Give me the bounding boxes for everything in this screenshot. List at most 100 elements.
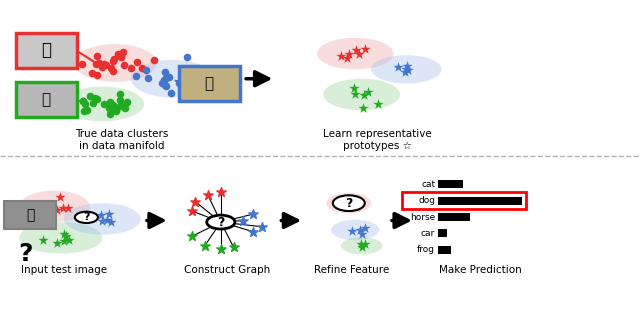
Bar [438, 246, 451, 254]
Point [84, 94, 95, 99]
Point [360, 46, 370, 51]
Point [340, 203, 350, 208]
Text: Make Prediction: Make Prediction [438, 265, 522, 275]
FancyBboxPatch shape [16, 82, 77, 117]
Point [148, 57, 159, 62]
Point [355, 227, 365, 232]
Point [45, 206, 56, 211]
Point [360, 242, 371, 247]
Point [92, 96, 102, 101]
Ellipse shape [323, 79, 400, 110]
FancyBboxPatch shape [4, 201, 56, 229]
Point [159, 70, 170, 75]
Point [351, 47, 361, 52]
Point [96, 213, 106, 218]
Point [143, 75, 153, 80]
Point [58, 238, 68, 243]
Point [141, 67, 151, 72]
Point [52, 241, 62, 246]
Point [180, 75, 191, 80]
FancyBboxPatch shape [16, 33, 77, 68]
Point [257, 224, 268, 229]
Point [228, 245, 239, 250]
Point [342, 55, 352, 60]
Point [108, 69, 118, 74]
Point [183, 82, 193, 87]
Text: Input test image: Input test image [21, 265, 107, 275]
Bar [438, 197, 522, 205]
Point [77, 61, 88, 66]
Ellipse shape [326, 193, 371, 214]
Point [106, 220, 116, 225]
Point [99, 61, 109, 66]
Point [187, 209, 197, 214]
Point [108, 58, 118, 63]
Point [182, 76, 192, 81]
Ellipse shape [340, 237, 383, 255]
Point [161, 76, 171, 81]
Text: True data clusters
in data manifold: True data clusters in data manifold [75, 129, 168, 151]
FancyBboxPatch shape [179, 66, 240, 101]
Ellipse shape [64, 203, 141, 235]
Point [349, 91, 360, 96]
Point [99, 101, 109, 106]
Ellipse shape [131, 60, 214, 98]
Point [347, 228, 357, 233]
Point [92, 54, 102, 59]
Ellipse shape [371, 55, 442, 83]
Point [354, 52, 364, 57]
Ellipse shape [61, 87, 144, 121]
Point [160, 82, 170, 87]
Point [336, 53, 346, 58]
Point [65, 238, 75, 243]
Point [344, 52, 354, 57]
Point [108, 103, 118, 108]
Point [105, 112, 115, 117]
Text: 🐈: 🐈 [42, 92, 51, 107]
Point [360, 226, 370, 231]
Point [90, 95, 100, 100]
Point [359, 92, 369, 97]
Circle shape [333, 195, 365, 211]
Point [78, 98, 88, 103]
Point [203, 193, 213, 198]
Point [187, 234, 197, 239]
Point [116, 103, 127, 108]
Point [104, 106, 114, 111]
Point [116, 54, 127, 60]
Point [161, 83, 171, 89]
Point [109, 107, 120, 112]
Text: Learn representative
prototypes ☆: Learn representative prototypes ☆ [323, 129, 432, 151]
Bar [438, 229, 447, 238]
Ellipse shape [317, 38, 394, 69]
Point [132, 60, 143, 65]
Ellipse shape [19, 191, 90, 222]
Point [248, 212, 258, 217]
Point [342, 201, 353, 206]
Circle shape [75, 212, 98, 223]
Point [357, 244, 367, 249]
Text: ?: ? [83, 212, 90, 222]
Point [88, 101, 99, 106]
Point [393, 65, 403, 70]
Text: cat: cat [421, 180, 435, 189]
Point [97, 65, 107, 70]
Point [106, 66, 116, 71]
Point [248, 229, 258, 234]
Point [400, 69, 410, 74]
Point [163, 74, 173, 79]
Point [120, 106, 130, 111]
Point [109, 57, 119, 62]
Text: car: car [421, 229, 435, 238]
Point [403, 68, 413, 73]
Point [91, 62, 101, 67]
Point [115, 92, 125, 97]
Point [118, 50, 128, 55]
Point [131, 74, 141, 79]
Point [166, 90, 176, 95]
Point [118, 63, 129, 68]
Point [351, 204, 361, 209]
Point [200, 243, 210, 248]
Text: ?: ? [345, 197, 353, 210]
Bar [438, 180, 463, 188]
